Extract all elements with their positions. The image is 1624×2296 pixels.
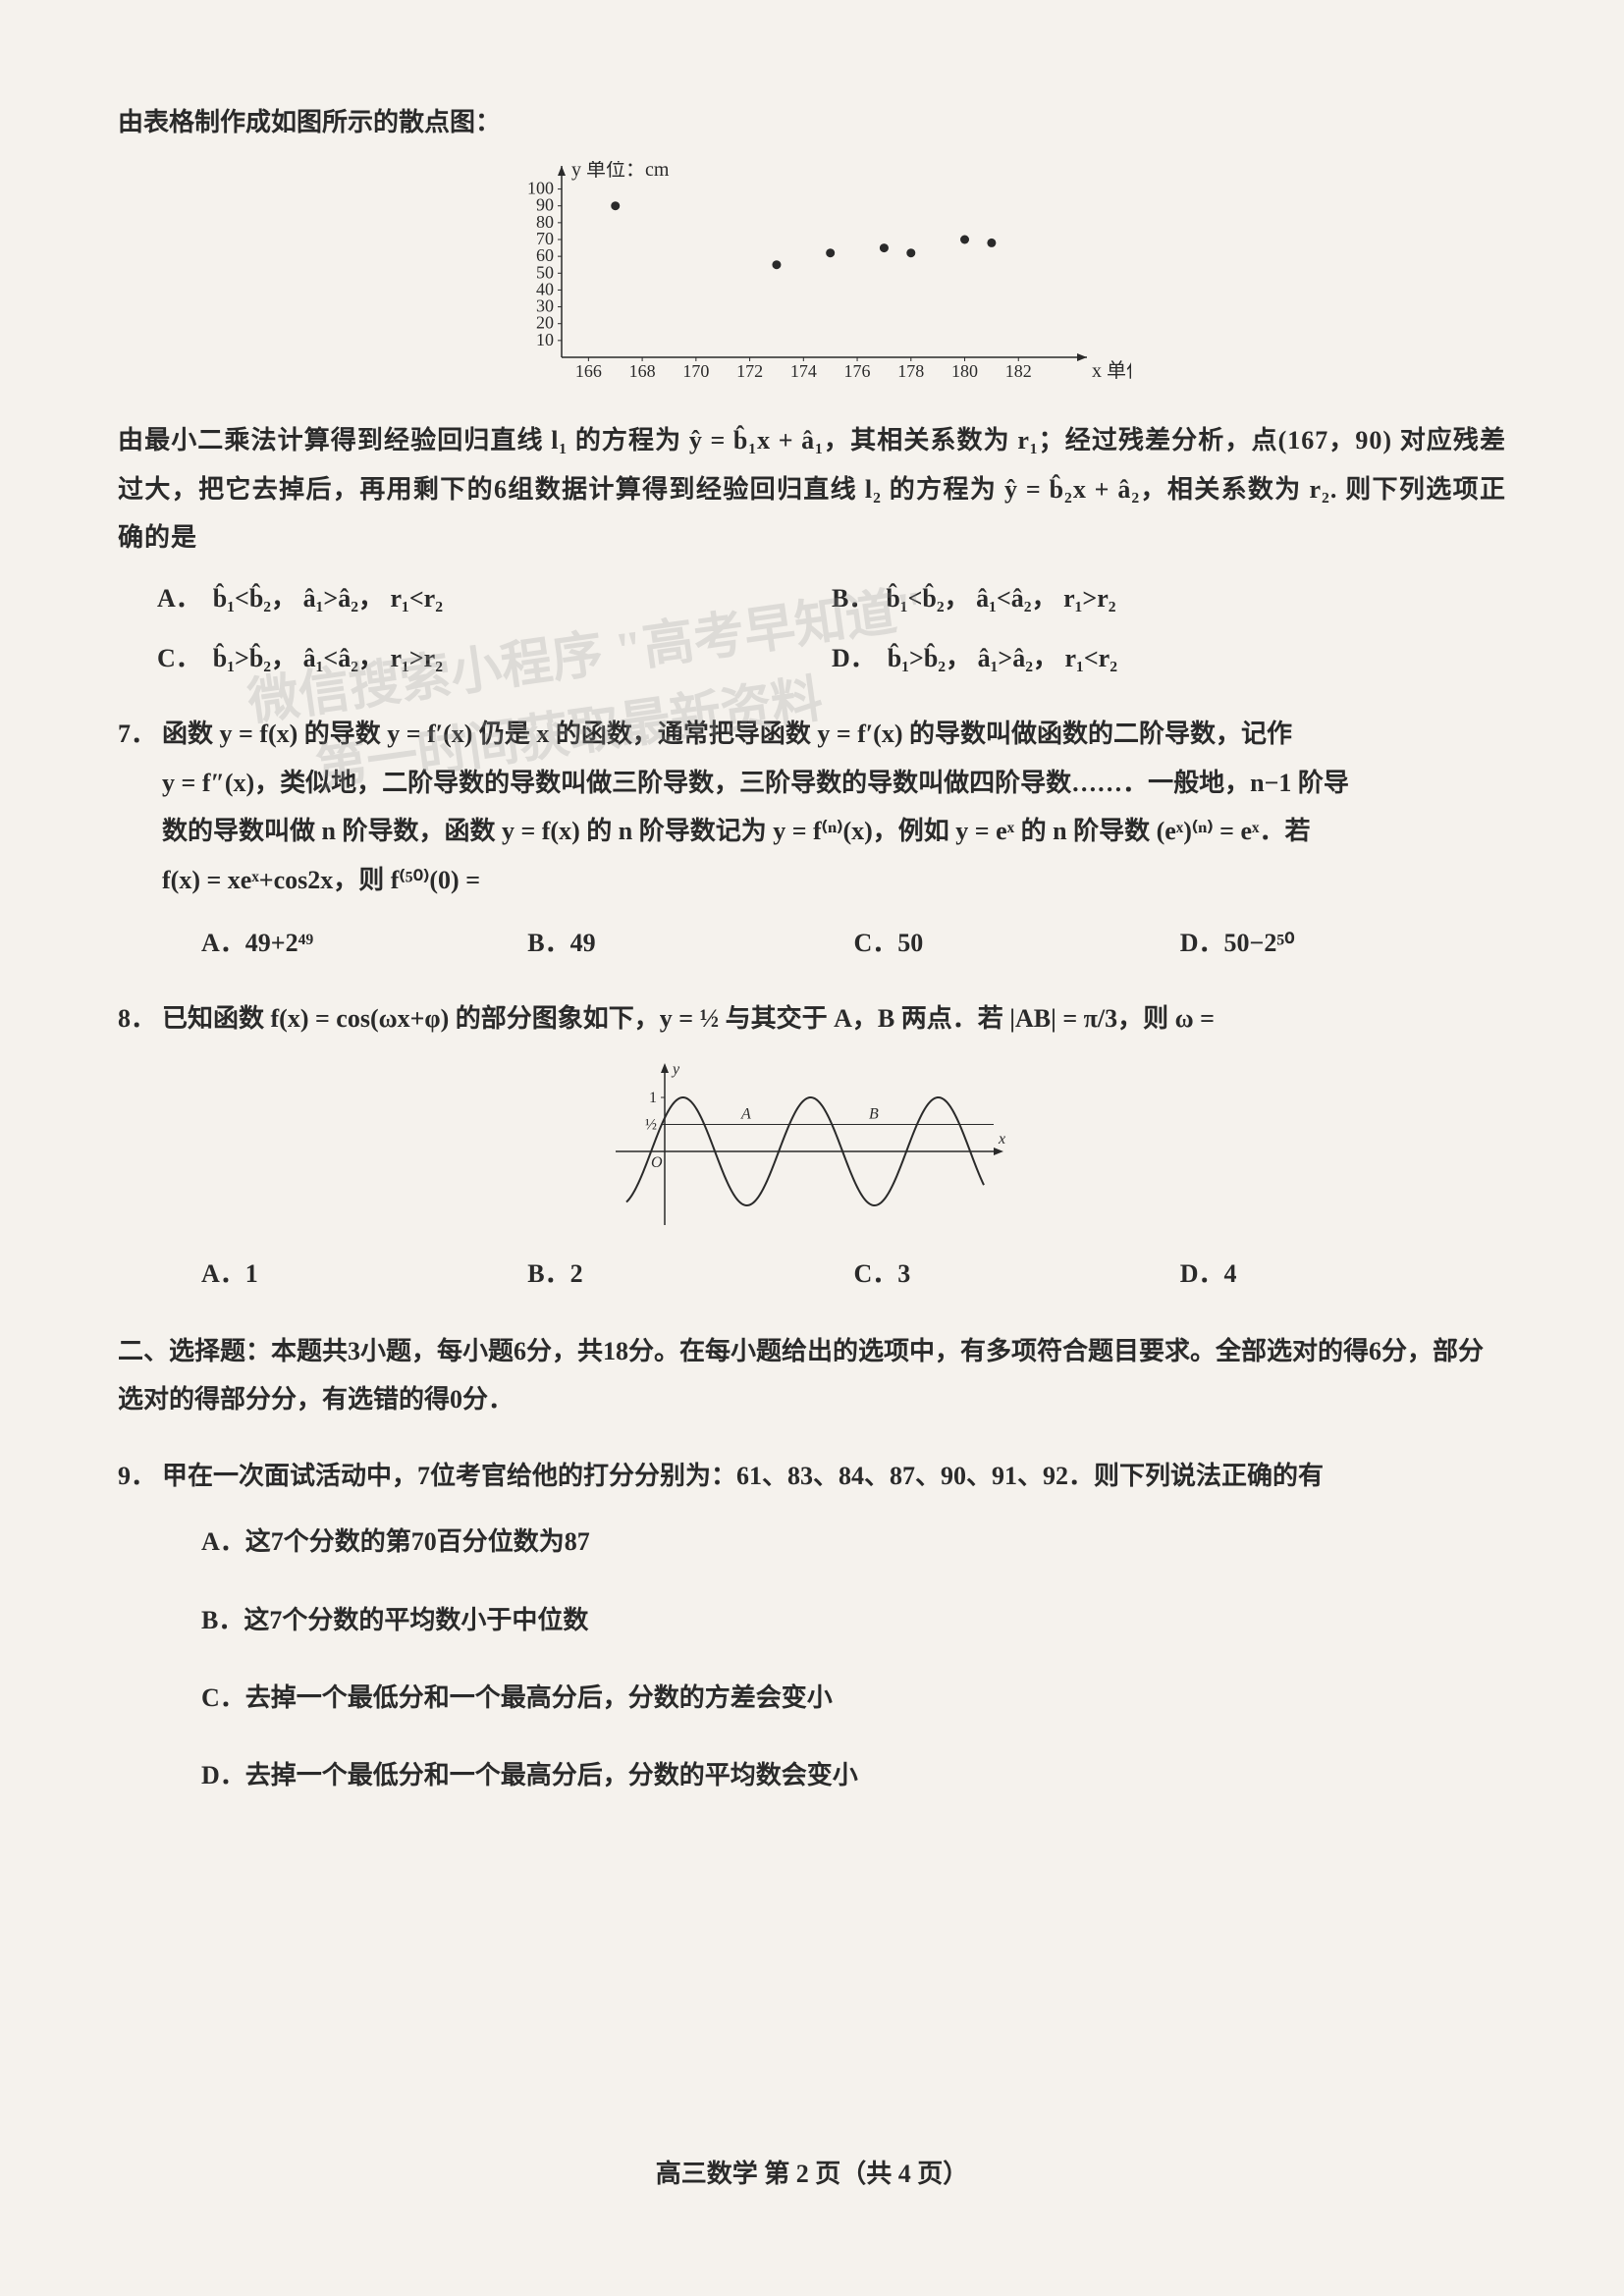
option-label-c: C．	[157, 644, 201, 672]
svg-text:50: 50	[536, 263, 554, 283]
page-footer: 高三数学 第 2 页（共 4 页）	[0, 2150, 1624, 2198]
option-label-a: A．	[157, 584, 201, 613]
option-label-b: B．	[201, 1606, 244, 1634]
svg-text:60: 60	[536, 246, 554, 266]
svg-text:30: 30	[536, 296, 554, 316]
svg-text:x 单位：kg: x 单位：kg	[1092, 359, 1131, 382]
svg-text:168: 168	[629, 361, 656, 381]
option-label-c: C．	[201, 1683, 245, 1712]
option-label-b: B．	[527, 929, 569, 957]
q9-text: 甲在一次面试活动中，7位考官给他的打分分别为：61、83、84、87、90、91…	[162, 1452, 1501, 1500]
q7-line1: 函数 y = f(x) 的导数 y = f′(x) 仍是 x 的函数，通常把导函…	[162, 710, 1501, 758]
q9-opt-d: 去掉一个最低分和一个最高分后，分数的平均数会变小	[245, 1761, 858, 1789]
svg-text:20: 20	[536, 313, 554, 333]
q7-opt-c: 50	[897, 929, 923, 957]
option-label-c: C．	[854, 1259, 898, 1288]
q9-opt-c: 去掉一个最低分和一个最高分后，分数的方差会变小	[245, 1683, 833, 1712]
q8-opt-d: 4	[1224, 1259, 1237, 1288]
svg-text:70: 70	[536, 229, 554, 248]
q8-options: A．1 B．2 C．3 D．4	[201, 1250, 1506, 1298]
svg-text:O: O	[651, 1154, 663, 1171]
svg-text:A: A	[740, 1105, 751, 1122]
svg-text:x: x	[998, 1131, 1005, 1148]
svg-text:180: 180	[951, 361, 978, 381]
svg-text:166: 166	[575, 361, 602, 381]
q7-opt-a: 49+2⁴⁹	[245, 929, 313, 957]
svg-text:182: 182	[1005, 361, 1032, 381]
q7-line2: y = f″(x)，类似地，二阶导数的导数叫做三阶导数，三阶导数的导数叫做四阶导…	[162, 759, 1506, 807]
svg-text:170: 170	[682, 361, 709, 381]
q9-number: 9．	[118, 1452, 162, 1500]
svg-text:100: 100	[527, 179, 554, 198]
svg-text:1: 1	[649, 1090, 657, 1106]
option-label-d: D．	[1180, 929, 1224, 957]
svg-text:40: 40	[536, 280, 554, 299]
q8-number: 8．	[118, 994, 162, 1042]
q7-number: 7．	[118, 710, 162, 758]
option-label-d: D．	[201, 1761, 245, 1789]
scatter-chart: 102030405060708090100 166 168 170 172 174 176 1…	[493, 161, 1131, 397]
q8-opt-c: 3	[897, 1259, 910, 1288]
cosine-graph: 1 ½ Ox y A B	[606, 1058, 1018, 1235]
option-label-d: D．	[1180, 1259, 1224, 1288]
option-label-a: A．	[201, 1527, 245, 1556]
svg-text:172: 172	[736, 361, 763, 381]
q7-opt-b: 49	[570, 929, 596, 957]
question-8: 8．已知函数 f(x) = cos(ωx+φ) 的部分图象如下，y = ½ 与其…	[118, 994, 1506, 1298]
q8-text: 已知函数 f(x) = cos(ωx+φ) 的部分图象如下，y = ½ 与其交于…	[162, 994, 1501, 1042]
q9-opt-a: 这7个分数的第70百分位数为87	[245, 1527, 590, 1556]
svg-text:y 单位：cm: y 单位：cm	[571, 161, 670, 181]
q9-opt-b: 这7个分数的平均数小于中位数	[244, 1606, 588, 1634]
q6-opt-a: b̂₁<b̂₂， â₁>â₂， r₁<r₂	[213, 584, 443, 613]
q7-line3: 数的导数叫做 n 阶导数，函数 y = f(x) 的 n 阶导数记为 y = f…	[162, 807, 1506, 855]
question-7: 7．函数 y = f(x) 的导数 y = f′(x) 仍是 x 的函数，通常把…	[118, 710, 1506, 967]
q6-opt-c: b̂₁>b̂₂， â₁<â₂， r₁>r₂	[213, 644, 443, 672]
option-label-d: D．	[832, 644, 876, 672]
q6-options-row1: A． b̂₁<b̂₂， â₁>â₂， r₁<r₂ B． b̂₁<b̂₂， â₁<â₂…	[157, 574, 1506, 622]
option-label-c: C．	[854, 929, 898, 957]
svg-text:y: y	[671, 1061, 680, 1078]
intro-text: 由表格制作成如图所示的散点图：	[118, 98, 1506, 146]
option-label-b: B．	[527, 1259, 569, 1288]
option-label-b: B．	[832, 584, 874, 613]
svg-text:176: 176	[844, 361, 871, 381]
q6-opt-b: b̂₁<b̂₂， â₁<â₂， r₁>r₂	[886, 584, 1115, 613]
svg-text:90: 90	[536, 195, 554, 215]
svg-text:B: B	[869, 1105, 879, 1122]
question-9: 9．甲在一次面试活动中，7位考官给他的打分分别为：61、83、84、87、90、…	[118, 1452, 1506, 1800]
svg-text:178: 178	[897, 361, 924, 381]
svg-text:½: ½	[645, 1116, 657, 1133]
svg-text:10: 10	[536, 330, 554, 349]
context-paragraph: 由最小二乘法计算得到经验回归直线 l₁ 的方程为 ŷ = b̂₁x + â₁，其…	[118, 416, 1506, 561]
q8-opt-b: 2	[570, 1259, 583, 1288]
option-label-a: A．	[201, 929, 245, 957]
q6-options-row2: C． b̂₁>b̂₂， â₁<â₂， r₁>r₂ D． b̂₁>b̂₂， â₁>â₂…	[157, 634, 1506, 682]
q8-opt-a: 1	[245, 1259, 258, 1288]
q7-line4: f(x) = xeˣ+cos2x，则 f⁽⁵⁰⁾(0) =	[162, 856, 1506, 904]
section-2-header: 二、选择题：本题共3小题，每小题6分，共18分。在每小题给出的选项中，有多项符合…	[118, 1327, 1506, 1424]
q7-options: A．49+2⁴⁹ B．49 C．50 D．50−2⁵⁰	[201, 919, 1506, 967]
option-label-a: A．	[201, 1259, 245, 1288]
svg-text:80: 80	[536, 212, 554, 232]
q7-opt-d: 50−2⁵⁰	[1224, 929, 1295, 957]
svg-text:174: 174	[790, 361, 817, 381]
q9-options: A．这7个分数的第70百分位数为87 B．这7个分数的平均数小于中位数 C．去掉…	[201, 1518, 1506, 1800]
q6-opt-d: b̂₁>b̂₂， â₁>â₂， r₁<r₂	[888, 644, 1117, 672]
